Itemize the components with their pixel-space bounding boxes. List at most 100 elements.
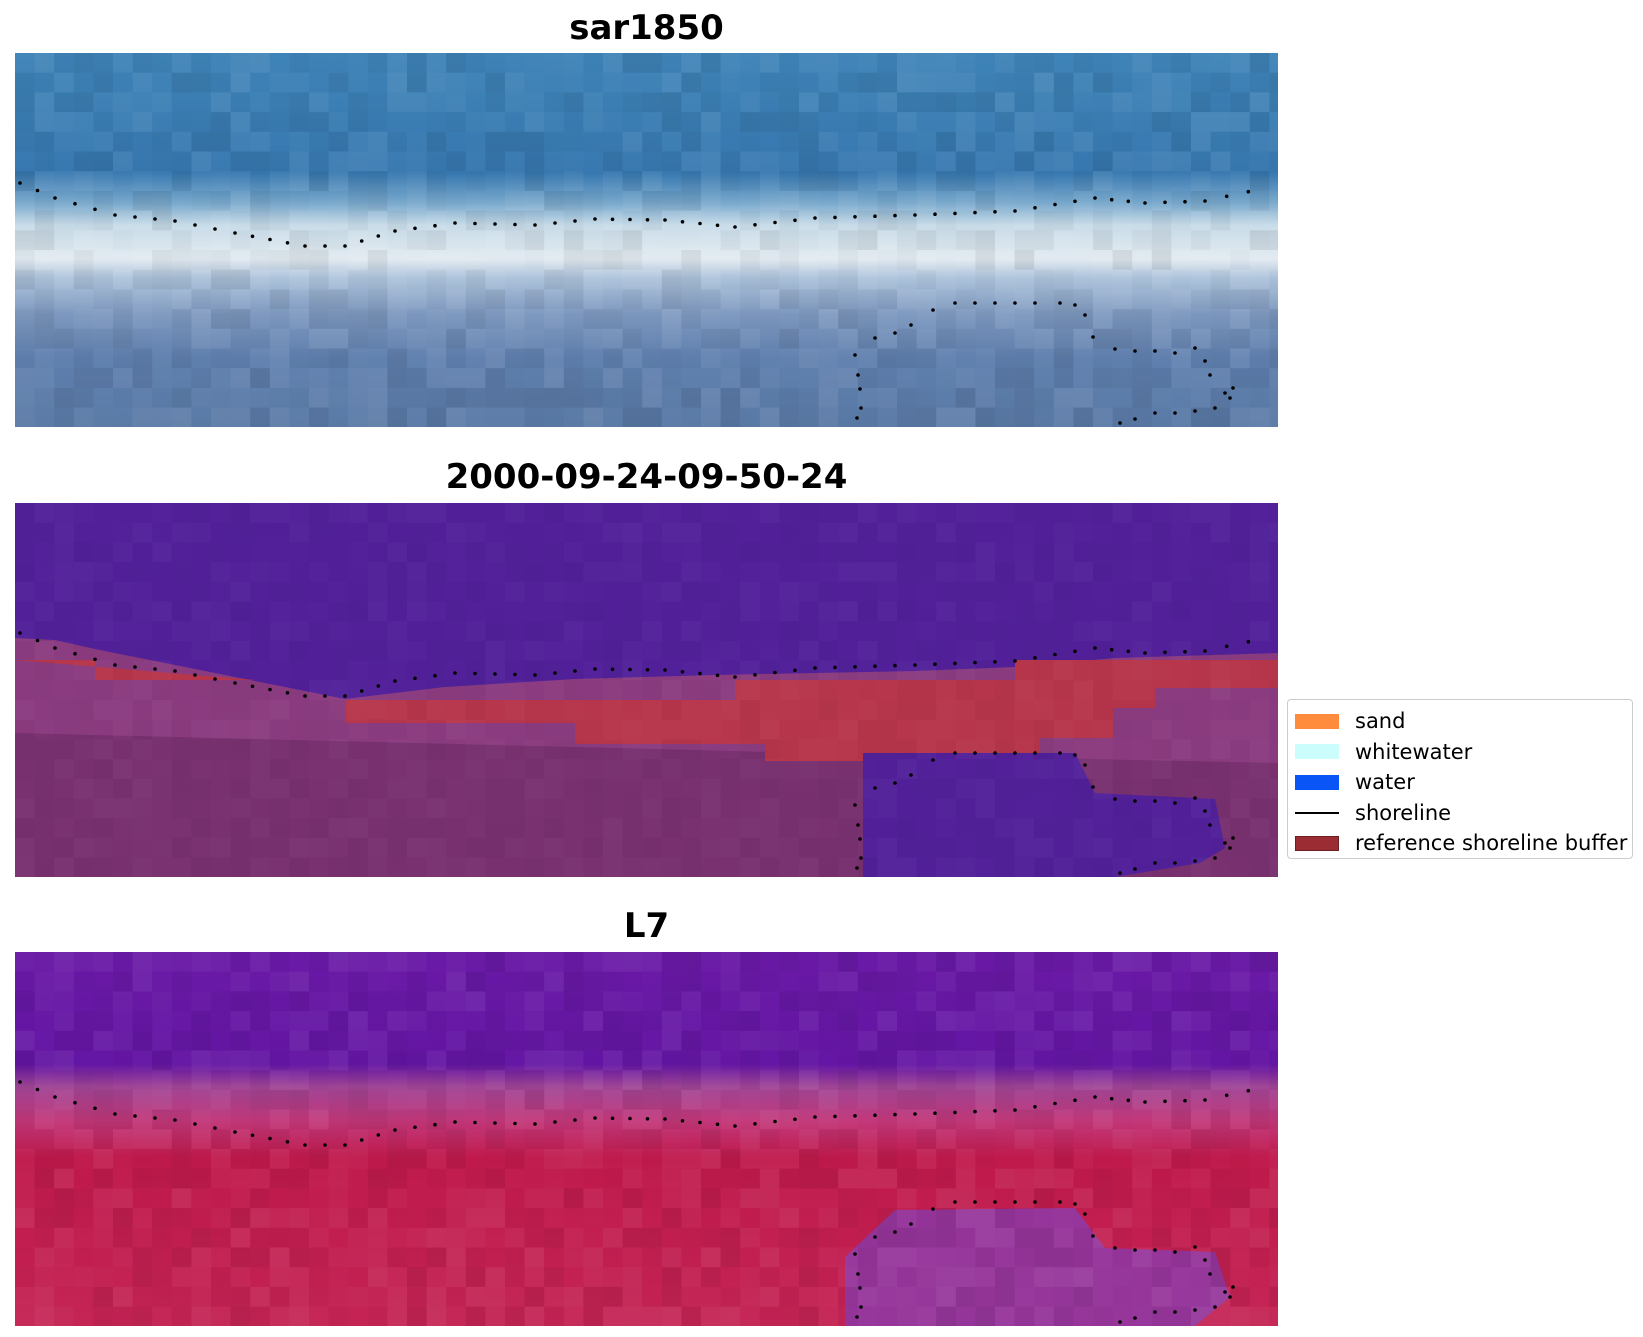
shoreline-point (1013, 301, 1017, 305)
shoreline-point (1153, 799, 1157, 803)
reference-buffer-area (15, 660, 1278, 761)
shoreline-point (933, 662, 937, 666)
shoreline-point (628, 217, 632, 222)
shoreline-point (133, 1114, 137, 1118)
shoreline-point (1208, 373, 1212, 377)
shoreline-point (1058, 301, 1062, 305)
shoreline-point (1133, 867, 1137, 871)
legend-label-reference-buffer: reference shoreline buffer (1355, 831, 1628, 856)
shoreline-point (1203, 1098, 1207, 1102)
shoreline-point (1228, 846, 1232, 850)
shoreline-point (873, 786, 877, 790)
shoreline-point (1033, 1105, 1037, 1109)
shoreline-point (233, 231, 237, 235)
shoreline-point (1163, 200, 1167, 205)
shoreline-point (855, 1315, 859, 1319)
shoreline-point (733, 225, 737, 229)
whitewater-swatch (1295, 744, 1339, 760)
rgb-image-panel (15, 53, 1278, 427)
shoreline-point (813, 216, 817, 220)
shoreline-point (1126, 649, 1131, 654)
shoreline-point (268, 1136, 272, 1141)
shoreline-point (973, 301, 977, 305)
shoreline-point (573, 1118, 577, 1122)
shoreline-point (993, 751, 997, 755)
shoreline-point (953, 301, 957, 305)
shoreline-point (1173, 861, 1177, 865)
shoreline-point (323, 1143, 327, 1147)
shoreline-point (393, 229, 397, 233)
shoreline-point (1163, 1099, 1167, 1104)
shoreline-point (323, 694, 327, 698)
shoreline-point (233, 1130, 237, 1134)
legend-label-whitewater: whitewater (1355, 739, 1473, 764)
shoreline-point (93, 1106, 97, 1111)
shoreline-point (1193, 1245, 1197, 1249)
shoreline-point (773, 670, 777, 675)
shoreline-point (853, 803, 857, 807)
shoreline-point (1083, 1212, 1087, 1216)
shoreline-point (1113, 1246, 1117, 1250)
shoreline-point (859, 1305, 863, 1309)
shoreline-point (1224, 1093, 1229, 1098)
shoreline-point (393, 1128, 397, 1132)
shoreline-point (853, 353, 857, 357)
legend-item-whitewater: whitewater (1288, 737, 1632, 768)
shoreline-point (953, 751, 957, 755)
shoreline-point (773, 220, 777, 225)
shoreline-point (413, 226, 417, 231)
shoreline-point (1133, 799, 1137, 803)
shoreline-point (645, 1117, 650, 1121)
shoreline-point (628, 667, 632, 672)
shoreline-point (343, 244, 347, 248)
shoreline-point (993, 1200, 997, 1204)
panel-title-l7: L7 (623, 906, 670, 946)
shoreline-point (343, 1143, 347, 1147)
shoreline-point (513, 1121, 517, 1126)
shoreline-point (856, 373, 860, 377)
shoreline-point (1073, 303, 1077, 307)
shoreline-point (513, 672, 517, 677)
shoreline-points-1 (18, 181, 1251, 425)
shoreline-point (858, 387, 862, 391)
shoreline-point (1133, 417, 1137, 421)
shoreline-point (113, 213, 117, 217)
shoreline-point (733, 1124, 737, 1128)
shoreline-point (393, 679, 397, 683)
shoreline-point (213, 1126, 217, 1130)
shoreline-point (698, 671, 702, 676)
shoreline-point (1053, 202, 1057, 207)
shoreline-point (173, 1118, 177, 1122)
shoreline-point (493, 672, 497, 676)
shoreline-point (610, 217, 615, 222)
shoreline-point (893, 1112, 897, 1117)
shoreline-point (93, 207, 97, 212)
shoreline-point (645, 668, 650, 672)
shoreline-point (973, 751, 977, 755)
shoreline-point (1193, 796, 1197, 800)
shoreline-point (513, 222, 517, 227)
shoreline-point (473, 671, 477, 676)
shoreline-point (1203, 199, 1207, 203)
shoreline-point (18, 631, 22, 635)
shoreline-point (53, 196, 57, 200)
shoreline-point (53, 646, 57, 650)
shoreline-point (1109, 647, 1114, 652)
shoreline-point (973, 660, 977, 665)
shoreline-point (1213, 856, 1217, 860)
legend-item-sand: sand (1288, 706, 1632, 737)
shoreline-point (1091, 785, 1095, 789)
shoreline-point (698, 1120, 702, 1125)
shoreline-point (833, 665, 837, 670)
shoreline-point (433, 673, 437, 678)
shoreline-point (473, 1120, 477, 1125)
shoreline-point (133, 665, 137, 669)
panel-title-rgb: sar1850 (569, 8, 724, 48)
shoreline-point (593, 1116, 597, 1120)
shoreline-point (1223, 1290, 1227, 1294)
shoreline-point (859, 856, 863, 860)
shoreline-point (610, 1116, 615, 1121)
classification-pixel-texture (15, 503, 1278, 877)
shoreline-point (1203, 649, 1207, 653)
shoreline-point (933, 1111, 937, 1115)
